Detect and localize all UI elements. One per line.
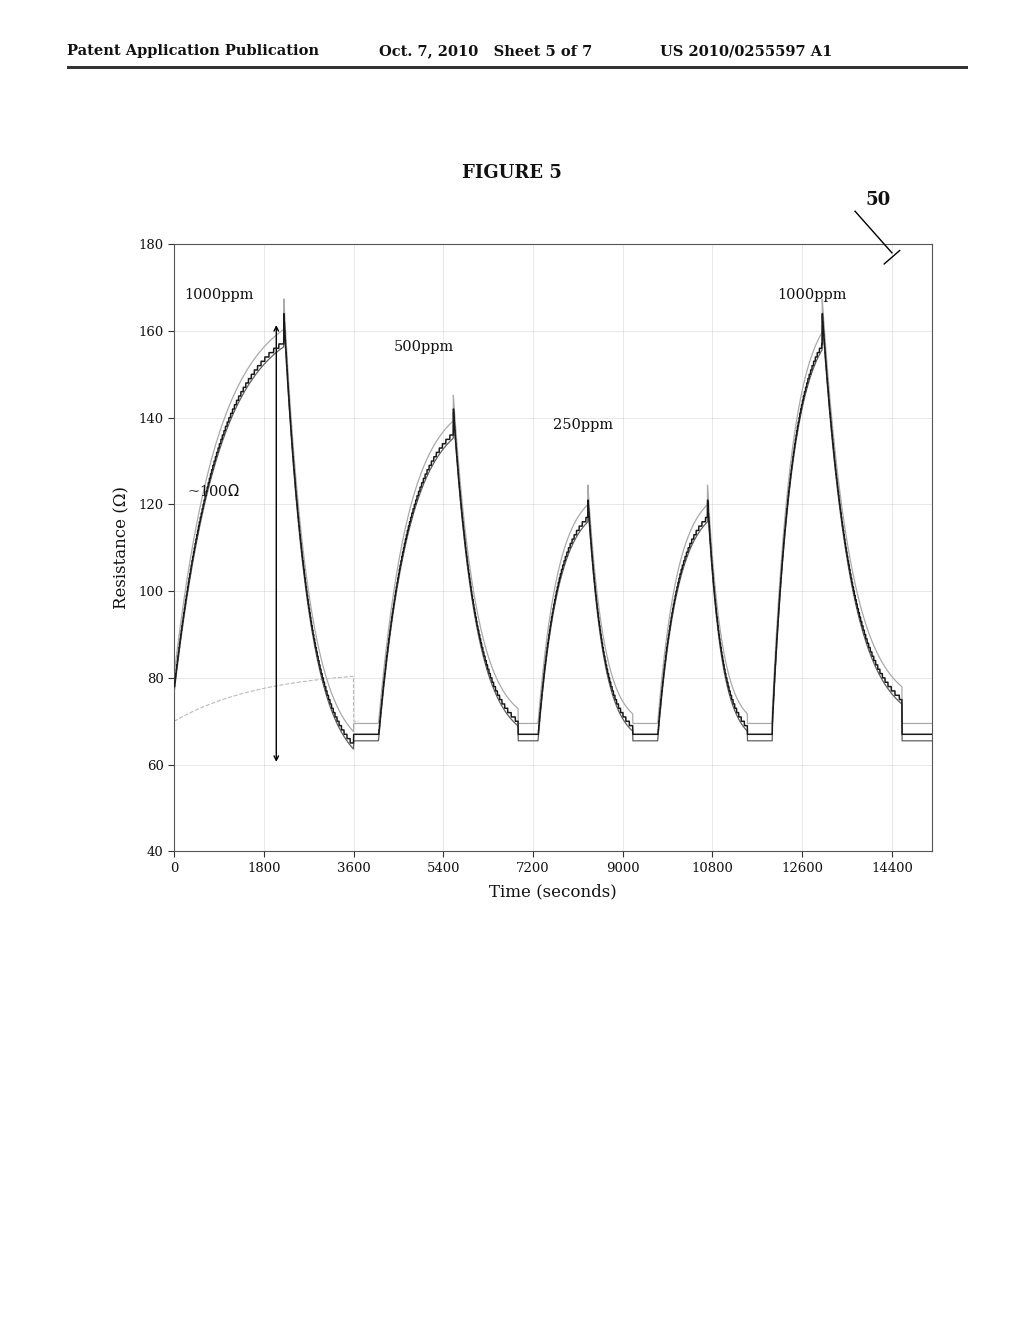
Text: FIGURE 5: FIGURE 5 bbox=[462, 164, 562, 182]
Text: Oct. 7, 2010   Sheet 5 of 7: Oct. 7, 2010 Sheet 5 of 7 bbox=[379, 45, 592, 58]
Text: 250ppm: 250ppm bbox=[553, 417, 613, 432]
Y-axis label: Resistance (Ω): Resistance (Ω) bbox=[113, 486, 130, 610]
Text: 50: 50 bbox=[865, 190, 891, 209]
Text: US 2010/0255597 A1: US 2010/0255597 A1 bbox=[660, 45, 833, 58]
Text: 1000ppm: 1000ppm bbox=[184, 288, 254, 301]
X-axis label: Time (seconds): Time (seconds) bbox=[489, 883, 616, 900]
Text: 500ppm: 500ppm bbox=[393, 339, 454, 354]
Text: Patent Application Publication: Patent Application Publication bbox=[67, 45, 318, 58]
Text: 1000ppm: 1000ppm bbox=[777, 288, 847, 301]
Text: ~100$\Omega$: ~100$\Omega$ bbox=[186, 483, 240, 499]
